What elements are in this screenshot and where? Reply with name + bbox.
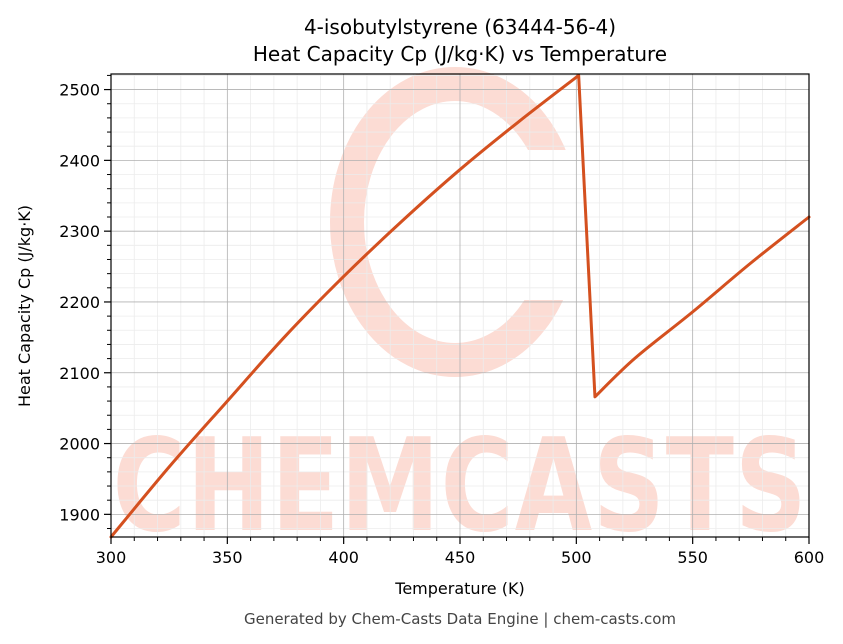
y-tick-label: 2300: [59, 222, 100, 241]
series-line: [109, 73, 811, 539]
chart-subtitle: Heat Capacity Cp (J/kg·K) vs Temperature: [253, 42, 667, 66]
footer-credit: Generated by Chem-Casts Data Engine | ch…: [244, 610, 676, 628]
y-tick-label: 2200: [59, 293, 100, 312]
x-tick-label: 500: [561, 548, 592, 567]
x-tick-label: 550: [677, 548, 708, 567]
chemcasts-watermark: CHEMCASTS: [113, 67, 808, 561]
x-tick-label: 450: [445, 548, 476, 567]
watermark-text: CHEMCASTS: [113, 412, 808, 561]
x-tick-label: 600: [794, 548, 825, 567]
y-tick-label: 2500: [59, 81, 100, 100]
watermark-logo-gap: [520, 150, 590, 300]
x-tick-label: 400: [328, 548, 359, 567]
x-tick-label: 350: [212, 548, 243, 567]
y-tick-label: 2100: [59, 364, 100, 383]
y-tick-label: 1900: [59, 505, 100, 524]
x-axis-ticks: 300 350 400 450 500 550 600: [96, 537, 825, 567]
y-tick-label: 2000: [59, 435, 100, 454]
chart-title: 4-isobutylstyrene (63444-56-4): [304, 15, 616, 39]
y-tick-label: 2400: [59, 151, 100, 170]
y-axis-ticks: 1900 2000 2100 2200 2300 2400 2500: [59, 74, 111, 530]
x-tick-label: 300: [96, 548, 127, 567]
y-axis-label: Heat Capacity Cp (J/kg·K): [15, 205, 34, 407]
x-axis-label: Temperature (K): [394, 579, 524, 598]
